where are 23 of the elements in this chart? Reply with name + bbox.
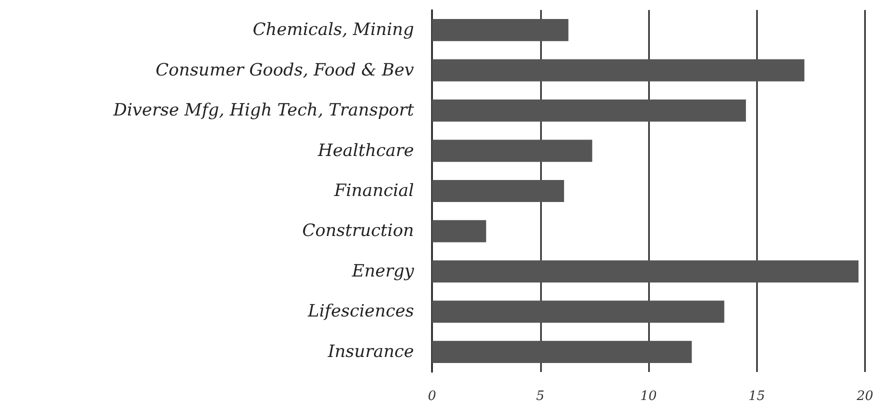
x-tick-label: 10 [640,389,657,404]
y-tick-label: Financial [333,181,414,201]
bar [432,340,692,363]
bar [432,300,724,323]
bar [432,220,486,242]
bar [432,59,804,82]
y-tick-label: Construction [302,221,414,242]
bar [432,140,592,162]
y-tick-label: Consumer Goods, Food & Bev [156,60,414,80]
x-tick-label: 15 [748,389,766,404]
y-tick-label: Energy [350,261,414,282]
y-tick-label: Insurance [326,342,414,362]
bar [432,180,564,202]
x-tick-label: 5 [536,389,544,404]
y-tick-label: Healthcare [316,140,414,161]
bar [432,99,746,122]
x-tick-label: 0 [428,389,436,404]
y-tick-label: Diverse Mfg, High Tech, Transport [112,100,414,121]
bar [432,260,859,283]
y-tick-label: Chemicals, Mining [252,20,414,40]
y-tick-label: Lifesciences [306,302,414,322]
x-tick-label: 20 [856,389,874,404]
bar [432,19,568,42]
